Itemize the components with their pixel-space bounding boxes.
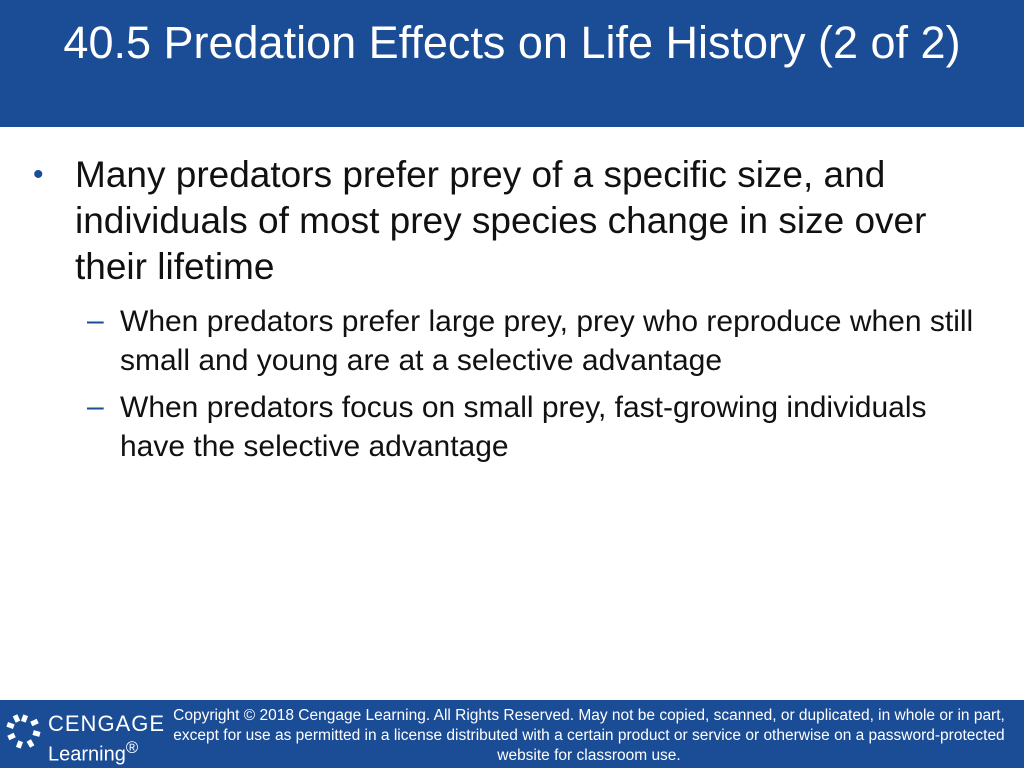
slide-content: • Many predators prefer prey of a specif… bbox=[0, 152, 1024, 474]
footer-bar bbox=[0, 700, 1024, 768]
main-bullet: • Many predators prefer prey of a specif… bbox=[33, 152, 1000, 290]
sub-bullet-marker: – bbox=[87, 304, 104, 337]
learning-wordmark-text: Learning bbox=[48, 743, 126, 766]
sub-bullet-list: – When predators prefer large prey, prey… bbox=[0, 302, 1024, 466]
registered-mark: ® bbox=[125, 738, 139, 757]
cengage-logo-icon bbox=[6, 714, 41, 749]
sub-bullet-marker: – bbox=[87, 390, 104, 423]
sub-bullet-small-prey-text: When predators focus on small prey, fast… bbox=[120, 391, 927, 463]
sub-bullet-small-prey: – When predators focus on small prey, fa… bbox=[87, 388, 980, 466]
cengage-wordmark: CENGAGE bbox=[48, 711, 166, 736]
learning-wordmark: Learning® bbox=[48, 738, 138, 765]
title-bar: 40.5 Predation Effects on Life History (… bbox=[0, 0, 1024, 127]
sub-bullet-large-prey-text: When predators prefer large prey, prey w… bbox=[120, 305, 974, 377]
slide-title: 40.5 Predation Effects on Life History (… bbox=[63, 17, 961, 68]
sub-bullet-large-prey: – When predators prefer large prey, prey… bbox=[87, 302, 980, 380]
main-bullet-text: Many predators prefer prey of a specific… bbox=[75, 154, 927, 287]
bullet-marker: • bbox=[33, 158, 44, 191]
cengage-logo: CENGAGE Learning® bbox=[6, 710, 164, 765]
copyright-notice: Copyright © 2018 Cengage Learning. All R… bbox=[173, 707, 1005, 764]
